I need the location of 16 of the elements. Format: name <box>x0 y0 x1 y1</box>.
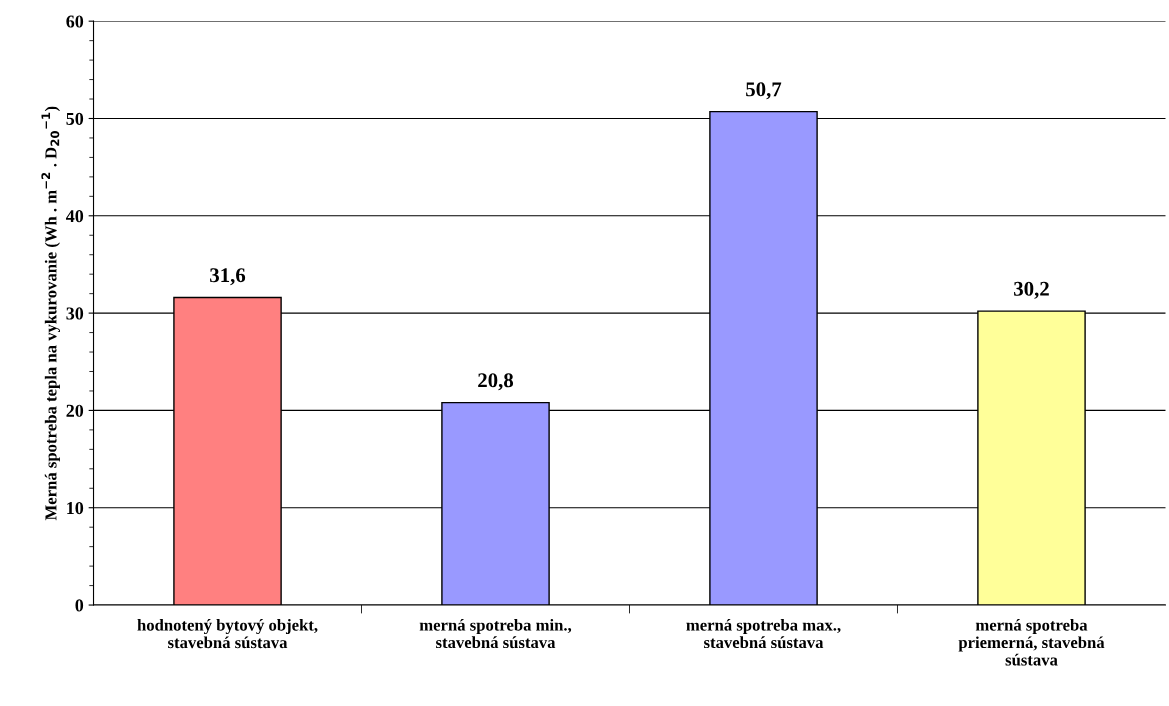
y-tick-label: 20 <box>66 404 84 417</box>
y-tick-label: 10 <box>67 501 84 515</box>
y-axis-title: Merná spotreba tepla na vykurovanie (Wh . m$^{−2}$ . D$_{20}$$^{−1}$) <box>41 106 60 521</box>
data-label: 20,8 <box>478 373 514 391</box>
data-label: 31,6 <box>210 268 246 286</box>
x-tick-label: merná spotreba min., stavebná sústava <box>419 618 572 649</box>
data-label: 50,7 <box>746 82 782 100</box>
data-label: 30,2 <box>1014 281 1049 299</box>
y-tick-label: 60 <box>66 15 84 28</box>
y-tick-label: 30 <box>66 307 84 320</box>
y-tick-label: 50 <box>66 112 84 125</box>
x-tick-label: hodnotený bytový objekt, stavebná sústava <box>137 618 318 649</box>
y-tick-label: 0 <box>75 599 84 612</box>
y-tick-label: 40 <box>65 210 84 223</box>
x-tick-label: merná spotreba priemerná, stavebná sústava <box>958 618 1105 666</box>
x-tick-label: merná spotreba max., stavebná sústava <box>686 618 841 649</box>
